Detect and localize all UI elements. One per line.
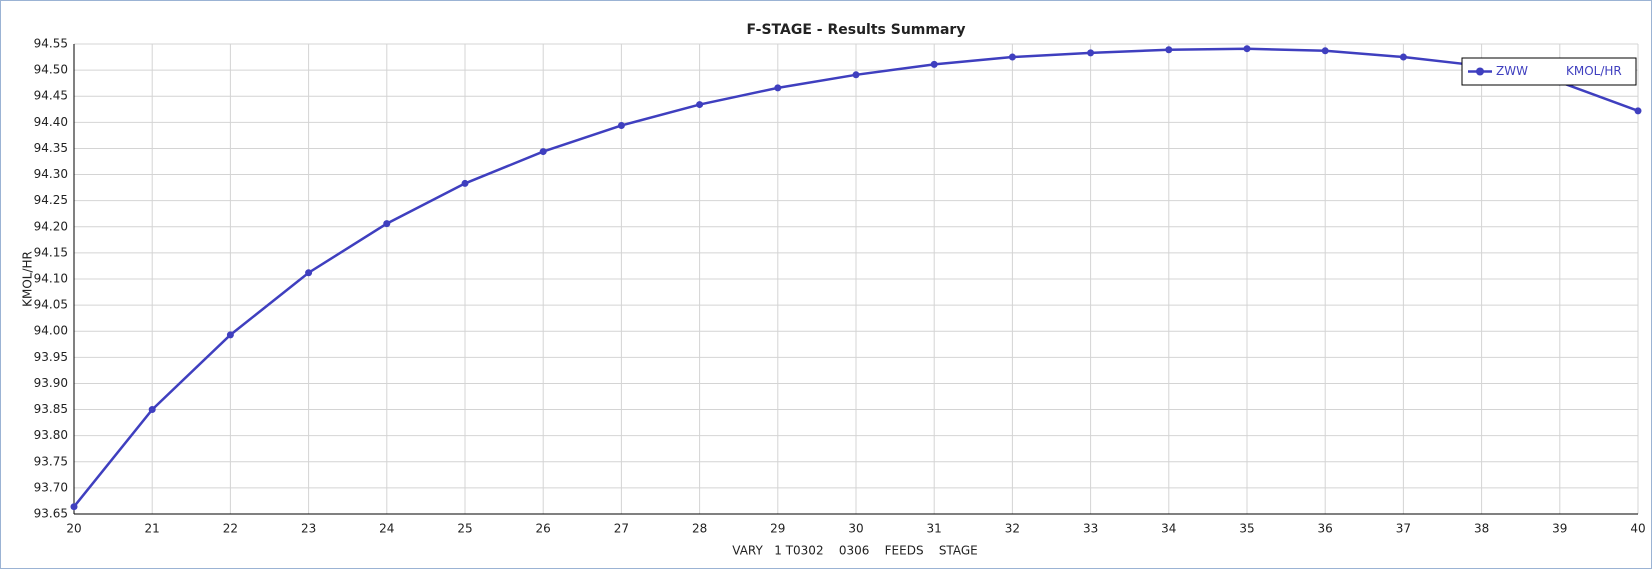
data-point <box>1634 107 1642 115</box>
y-axis-label: KMOL/HR <box>21 251 35 307</box>
data-point <box>461 179 469 187</box>
x-tick-label: 23 <box>301 522 316 536</box>
y-tick-label: 93.95 <box>34 350 68 364</box>
y-tick-label: 94.20 <box>34 219 68 233</box>
x-tick-label: 35 <box>1239 522 1254 536</box>
legend-marker <box>1476 67 1484 76</box>
chart-title: F-STAGE - Results Summary <box>747 22 966 38</box>
data-point <box>930 60 938 68</box>
y-tick-label: 94.00 <box>34 324 68 338</box>
y-tick-label: 93.65 <box>34 507 68 521</box>
x-tick-label: 40 <box>1630 522 1645 536</box>
x-tick-label: 32 <box>1005 522 1020 536</box>
data-point <box>226 331 234 339</box>
x-tick-label: 38 <box>1474 522 1489 536</box>
x-tick-label: 30 <box>848 522 863 536</box>
x-tick-label: 33 <box>1083 522 1098 536</box>
x-tick-label: 28 <box>692 522 707 536</box>
x-tick-label: 20 <box>66 522 81 536</box>
data-point <box>774 84 782 92</box>
x-tick-label: 37 <box>1396 522 1411 536</box>
y-tick-label: 93.90 <box>34 376 68 390</box>
legend: ZWW KMOL/HR <box>1461 57 1637 86</box>
x-tick-label: 31 <box>927 522 942 536</box>
y-tick-label: 94.05 <box>34 298 68 312</box>
x-tick-label: 22 <box>223 522 238 536</box>
y-tick-label: 94.45 <box>34 89 68 103</box>
x-tick-label: 29 <box>770 522 785 536</box>
data-point <box>148 406 156 414</box>
data-point <box>1087 49 1095 57</box>
data-point <box>1165 46 1173 54</box>
x-tick-label: 27 <box>614 522 629 536</box>
data-point <box>305 269 313 277</box>
data-point <box>1399 53 1407 61</box>
legend-label: ZWW <box>1496 64 1528 78</box>
y-tick-label: 93.75 <box>34 454 68 468</box>
x-tick-label: 21 <box>145 522 160 536</box>
data-point <box>70 503 78 511</box>
legend-unit: KMOL/HR <box>1566 64 1622 78</box>
y-tick-label: 94.35 <box>34 141 68 155</box>
y-tick-label: 94.25 <box>34 193 68 207</box>
x-tick-label: 25 <box>457 522 472 536</box>
x-axis-label: VARY 1 T0302 0306 FEEDS STAGE <box>732 544 977 558</box>
y-tick-label: 94.15 <box>34 245 68 259</box>
y-tick-label: 94.10 <box>34 272 68 286</box>
x-tick-label: 26 <box>536 522 551 536</box>
y-tick-label: 93.85 <box>34 402 68 416</box>
x-tick-label: 36 <box>1318 522 1333 536</box>
data-point <box>383 220 391 228</box>
y-tick-label: 94.50 <box>34 63 68 77</box>
y-tick-label: 94.40 <box>34 115 68 129</box>
y-tick-label: 94.55 <box>34 37 68 51</box>
y-tick-label: 94.30 <box>34 167 68 181</box>
data-point <box>852 71 860 79</box>
x-tick-label: 39 <box>1552 522 1567 536</box>
data-point <box>1243 45 1251 53</box>
data-point <box>617 121 625 129</box>
y-tick-label: 93.80 <box>34 428 68 442</box>
x-tick-label: 24 <box>379 522 394 536</box>
data-point <box>1321 47 1329 55</box>
y-tick-label: 93.70 <box>34 480 68 494</box>
data-point <box>1008 53 1016 61</box>
data-point <box>539 148 547 156</box>
data-point <box>696 101 704 109</box>
x-tick-label: 34 <box>1161 522 1176 536</box>
